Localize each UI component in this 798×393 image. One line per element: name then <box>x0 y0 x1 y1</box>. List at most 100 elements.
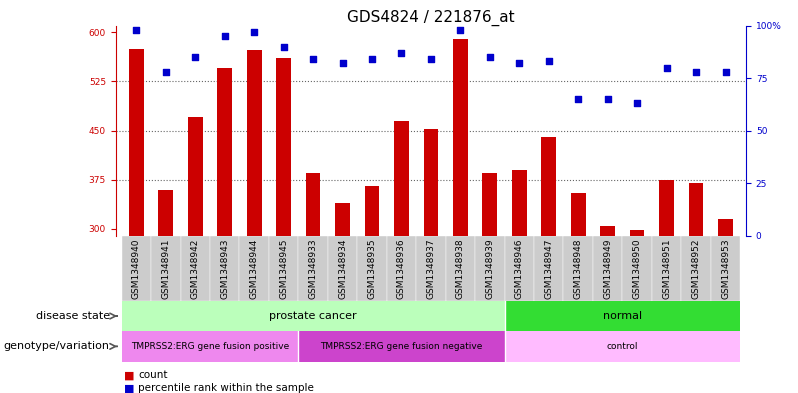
Point <box>130 27 143 33</box>
Bar <box>512 170 527 235</box>
Text: GSM1348950: GSM1348950 <box>633 239 642 299</box>
Point <box>395 50 408 56</box>
Bar <box>534 235 563 301</box>
Bar <box>129 48 144 235</box>
Bar <box>563 235 593 301</box>
Bar <box>475 235 504 301</box>
Bar <box>306 173 321 235</box>
Point <box>484 54 496 60</box>
Bar <box>571 193 586 235</box>
Point <box>719 69 732 75</box>
Point <box>425 56 437 62</box>
Bar <box>593 235 622 301</box>
Text: ■: ■ <box>124 370 134 380</box>
Point <box>543 58 555 64</box>
Text: control: control <box>606 342 638 351</box>
Bar <box>298 331 504 362</box>
Text: GSM1348943: GSM1348943 <box>220 239 229 299</box>
Text: genotype/variation: genotype/variation <box>4 342 110 351</box>
Text: GSM1348945: GSM1348945 <box>279 239 288 299</box>
Text: GSM1348947: GSM1348947 <box>544 239 553 299</box>
Text: ■: ■ <box>124 383 134 393</box>
Bar <box>151 235 180 301</box>
Text: normal: normal <box>602 311 642 321</box>
Text: TMPRSS2:ERG gene fusion positive: TMPRSS2:ERG gene fusion positive <box>131 342 289 351</box>
Text: GSM1348952: GSM1348952 <box>692 239 701 299</box>
Text: GSM1348944: GSM1348944 <box>250 239 259 299</box>
Bar <box>121 301 504 331</box>
Bar <box>387 235 417 301</box>
Text: disease state: disease state <box>36 311 110 321</box>
Point <box>189 54 202 60</box>
Bar <box>453 39 468 235</box>
Bar <box>358 235 387 301</box>
Bar <box>217 68 232 235</box>
Bar <box>276 58 291 235</box>
Point <box>572 96 585 102</box>
Bar <box>622 235 652 301</box>
Text: GSM1348938: GSM1348938 <box>456 239 465 299</box>
Text: GSM1348937: GSM1348937 <box>426 239 436 299</box>
Title: GDS4824 / 221876_at: GDS4824 / 221876_at <box>347 9 515 26</box>
Bar <box>239 235 269 301</box>
Bar <box>424 129 438 235</box>
Bar <box>504 235 534 301</box>
Bar <box>247 50 262 235</box>
Text: count: count <box>138 370 168 380</box>
Bar <box>718 219 733 235</box>
Bar <box>394 121 409 235</box>
Bar <box>159 189 173 235</box>
Bar <box>681 235 711 301</box>
Text: GSM1348935: GSM1348935 <box>368 239 377 299</box>
Bar <box>711 235 741 301</box>
Text: TMPRSS2:ERG gene fusion negative: TMPRSS2:ERG gene fusion negative <box>320 342 483 351</box>
Bar <box>298 235 328 301</box>
Text: GSM1348934: GSM1348934 <box>338 239 347 299</box>
Bar <box>659 180 674 235</box>
Bar <box>630 230 645 235</box>
Bar <box>600 226 615 235</box>
Text: GSM1348953: GSM1348953 <box>721 239 730 299</box>
Point <box>306 56 319 62</box>
Text: GSM1348939: GSM1348939 <box>485 239 494 299</box>
Bar <box>483 173 497 235</box>
Point <box>248 29 261 35</box>
Point <box>630 100 643 107</box>
Text: GSM1348941: GSM1348941 <box>161 239 170 299</box>
Point <box>660 64 673 71</box>
Bar <box>121 235 151 301</box>
Text: percentile rank within the sample: percentile rank within the sample <box>138 383 314 393</box>
Point <box>365 56 378 62</box>
Text: prostate cancer: prostate cancer <box>269 311 357 321</box>
Text: GSM1348951: GSM1348951 <box>662 239 671 299</box>
Point <box>454 27 467 33</box>
Point <box>601 96 614 102</box>
Text: GSM1348948: GSM1348948 <box>574 239 583 299</box>
Point <box>513 60 526 66</box>
Bar <box>269 235 298 301</box>
Bar <box>121 331 298 362</box>
Bar <box>328 235 358 301</box>
Bar <box>504 301 741 331</box>
Text: GSM1348949: GSM1348949 <box>603 239 612 299</box>
Point <box>689 69 702 75</box>
Bar <box>541 137 556 235</box>
Text: GSM1348940: GSM1348940 <box>132 239 140 299</box>
Point <box>277 43 290 50</box>
Text: GSM1348936: GSM1348936 <box>397 239 406 299</box>
Point <box>219 33 231 39</box>
Bar <box>188 118 203 235</box>
Bar <box>417 235 445 301</box>
Text: GSM1348942: GSM1348942 <box>191 239 200 299</box>
Bar <box>689 183 703 235</box>
Point <box>160 69 172 75</box>
Bar <box>210 235 239 301</box>
Text: GSM1348933: GSM1348933 <box>309 239 318 299</box>
Bar <box>652 235 681 301</box>
Point <box>336 60 349 66</box>
Bar <box>365 186 379 235</box>
Bar <box>335 203 350 235</box>
Bar <box>445 235 475 301</box>
Bar <box>180 235 210 301</box>
Bar <box>504 331 741 362</box>
